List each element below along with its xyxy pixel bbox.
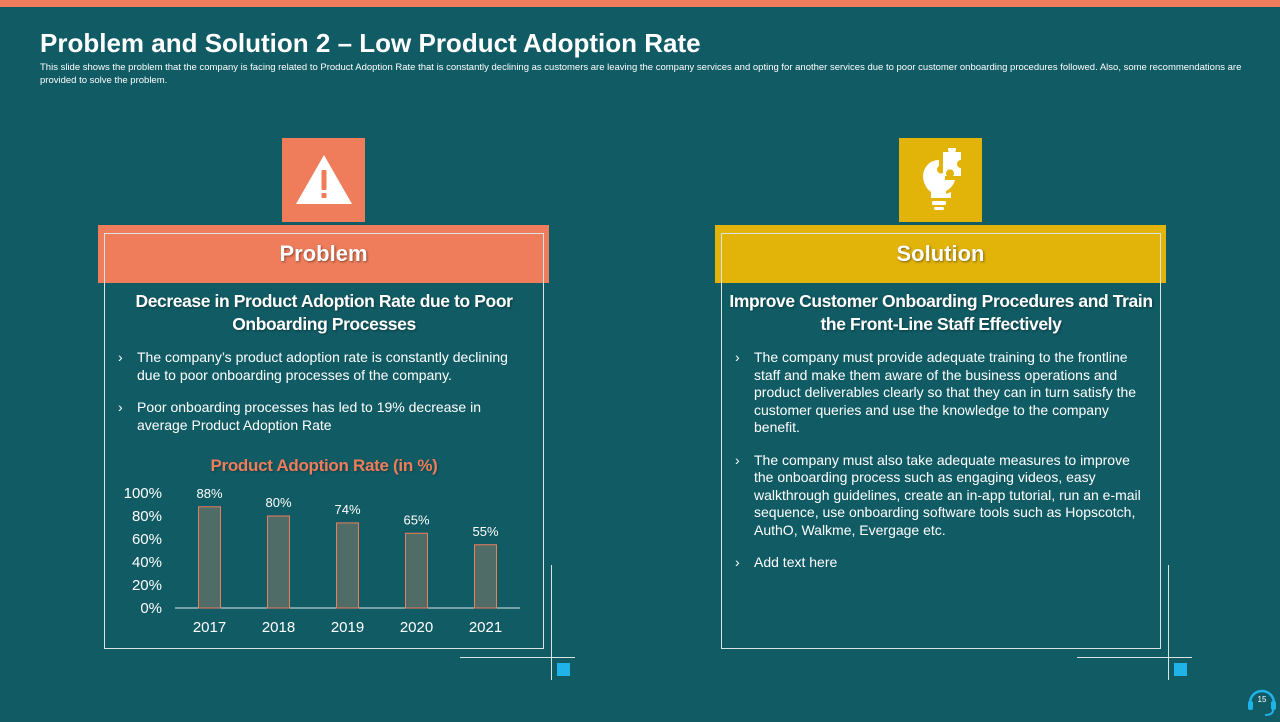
bar-2019: [336, 522, 359, 609]
list-item: › Add text here: [735, 554, 1145, 572]
problem-icon-box: [282, 138, 365, 222]
bullet-text: The company must provide adequate traini…: [754, 349, 1137, 435]
y-tick-label: 40%: [132, 554, 162, 571]
bullet-text: Poor onboarding processes has led to 19%…: [137, 399, 481, 433]
data-label: 74%: [334, 502, 360, 517]
problem-header: Problem: [98, 225, 549, 283]
solution-icon-box: [899, 138, 982, 222]
lightbulb-puzzle-icon: [922, 148, 961, 210]
data-label: 80%: [265, 495, 291, 510]
problem-card-frame: [104, 233, 544, 649]
bullet-text: The company must also take adequate meas…: [754, 451, 1141, 538]
list-item: › Poor onboarding processes has led to 19…: [118, 399, 528, 434]
chevron-right-icon: ›: [735, 349, 740, 365]
bar-2021: [474, 544, 497, 609]
x-tick-label: 2020: [400, 619, 433, 636]
x-tick-label: 2017: [193, 619, 226, 636]
y-tick-label: 20%: [132, 577, 162, 594]
warning-icon: [295, 155, 352, 204]
solution-label: Solution: [896, 241, 985, 266]
data-label: 65%: [403, 512, 429, 527]
problem-heading: Decrease in Product Adoption Rate due to…: [135, 291, 513, 334]
problem-bullets: › The company’s product adoption rate is …: [118, 349, 528, 449]
chart-title: Product Adoption Rate (in %): [210, 456, 438, 475]
chevron-right-icon: ›: [118, 399, 123, 415]
x-tick-label: 2021: [469, 619, 502, 636]
bar-2017: [198, 506, 221, 609]
y-tick-label: 100%: [124, 485, 162, 502]
corner-square: [1174, 663, 1187, 676]
chevron-right-icon: ›: [735, 554, 740, 570]
adoption-rate-bar-chart: 0% 20% 40% 60% 80% 100% 88% 2017 80% 2018 74% 2019 6…: [124, 485, 520, 636]
x-tick-label: 2019: [331, 619, 364, 636]
corner-line-vertical: [1168, 565, 1169, 680]
data-label: 88%: [196, 486, 222, 501]
solution-card-frame: [721, 233, 1161, 649]
solution-header: Solution: [715, 225, 1166, 283]
corner-square: [557, 663, 570, 676]
chevron-right-icon: ›: [118, 349, 123, 365]
x-tick-label: 2018: [262, 619, 295, 636]
headset-icon: [1248, 689, 1276, 716]
problem-label: Problem: [279, 241, 368, 266]
corner-line-horizontal: [1077, 657, 1192, 658]
page-number: 15: [1257, 695, 1267, 704]
top-accent-bar: [0, 0, 1280, 7]
list-item: › The company must provide adequate train…: [735, 349, 1145, 437]
slide-subtitle: This slide shows the problem that the co…: [40, 62, 1242, 86]
chevron-right-icon: ›: [735, 451, 740, 468]
solution-heading: Improve Customer Onboarding Procedures a…: [729, 291, 1153, 334]
list-item: › The company’s product adoption rate is …: [118, 349, 528, 384]
list-item: › The company must also take adequate mea…: [735, 452, 1145, 540]
bar-2018: [267, 515, 290, 609]
bar-2020: [405, 532, 428, 609]
slide-title: Problem and Solution 2 – Low Product Ado…: [40, 28, 701, 58]
data-label: 55%: [472, 524, 498, 539]
corner-line-horizontal: [460, 657, 575, 658]
y-tick-label: 80%: [132, 508, 162, 525]
y-tick-label: 60%: [132, 531, 162, 548]
bullet-text: The company’s product adoption rate is c…: [137, 349, 508, 383]
page-number-badge: 15: [1245, 683, 1279, 717]
solution-bullets: › The company must provide adequate train…: [735, 349, 1145, 587]
y-tick-label: 0%: [140, 600, 162, 617]
bullet-text: Add text here: [754, 554, 838, 570]
corner-line-vertical: [551, 565, 552, 680]
